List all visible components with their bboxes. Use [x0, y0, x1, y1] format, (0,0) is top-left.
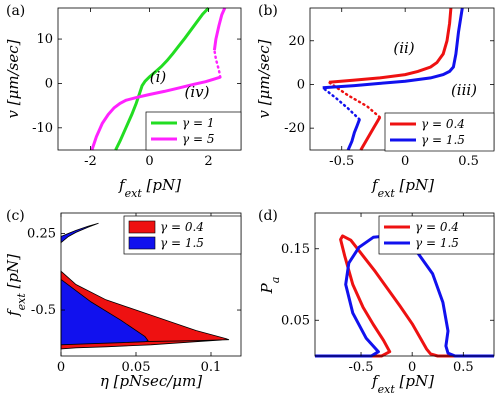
y-tick-label: 10 — [36, 32, 53, 47]
x-tick-label: -2 — [84, 154, 97, 169]
legend-swatch — [128, 236, 156, 250]
y-axis-label: Pa — [258, 277, 282, 295]
x-tick-label: -0.5 — [329, 154, 354, 169]
panel-d: -0.5 0 0.5 0.05 0.15 (d) γ = 0.4 γ = 1.5 fext [p… — [258, 208, 495, 396]
plot-frame — [60, 212, 242, 357]
legend-box — [145, 111, 242, 151]
y-tick-label: 0.05 — [281, 313, 310, 328]
panel-c: 0 0.05 0.1 0.25 -0.5 (c) γ = 0.4 γ = 1.5 η [pNse… — [4, 208, 242, 390]
legend-label: γ = 1.5 — [160, 236, 204, 250]
annotation: (ii) — [393, 39, 414, 57]
series-line — [114, 6, 210, 151]
legend-label: γ = 5 — [182, 132, 215, 146]
series-line — [346, 118, 361, 151]
series-line — [212, 7, 227, 51]
y-tick-label: -10 — [32, 121, 53, 136]
annotation: (iv) — [185, 83, 210, 101]
legend-label: γ = 1.5 — [421, 133, 465, 147]
legend-label: γ = 0.4 — [415, 220, 459, 234]
x-tick-label: -0.5 — [348, 360, 373, 375]
y-tick-label: 20 — [288, 34, 305, 49]
y-axis-label: v [μm/sec] — [255, 39, 273, 118]
y-tick-label: 0.25 — [27, 226, 56, 241]
x-tick-label: 0.1 — [201, 360, 222, 375]
panel-label: (c) — [6, 208, 25, 224]
x-tick-label: 0.05 — [122, 360, 151, 375]
panel-label: (a) — [6, 3, 25, 19]
series-line — [90, 75, 221, 151]
x-tick-label: 2 — [204, 154, 212, 169]
series-dotted-line — [327, 81, 382, 119]
y-tick-label: -20 — [284, 121, 305, 136]
legend-swatch — [128, 220, 156, 234]
legend-label: γ = 0.4 — [421, 117, 465, 131]
x-axis-label: fext [pN] — [371, 372, 434, 396]
region-area — [60, 222, 99, 244]
x-tick-label: 0 — [145, 154, 153, 169]
x-tick-label: 0 — [57, 360, 65, 375]
x-axis-label: fext [pN] — [371, 176, 434, 200]
series-line — [315, 234, 494, 358]
plot-frame — [314, 212, 495, 357]
y-axis-label: v [μm/sec] — [4, 39, 22, 118]
series-dotted-line — [213, 48, 222, 79]
y-tick-label: 0.15 — [281, 242, 310, 257]
y-tick-label: 0 — [297, 77, 305, 92]
legend-label: γ = 1.5 — [415, 236, 459, 250]
legend-box — [378, 215, 495, 255]
x-tick-label: 0 — [408, 360, 416, 375]
panel-b: -0.5 0 0.5 -20 0 20 (b) (ii) (iii) γ = 0.4 γ = 1.5… — [255, 3, 495, 200]
series-line — [359, 116, 382, 151]
x-tick-label: 0.5 — [453, 360, 474, 375]
x-axis-label: fext [pN] — [118, 176, 181, 200]
series-dotted-line — [321, 86, 361, 121]
panel-label: (b) — [258, 3, 278, 19]
series-line — [328, 7, 453, 84]
x-axis-label: η [pNsec/μm] — [100, 372, 202, 390]
x-tick-label: 0.5 — [458, 154, 479, 169]
legend-label: γ = 1 — [182, 116, 215, 130]
panel-label: (d) — [258, 208, 278, 224]
panel-a: -2 0 2 -10 0 10 (a) (i) (iv) γ = 1 γ = 5 fext [pN] v… — [4, 3, 242, 200]
y-axis-label: fext [pN] — [4, 254, 28, 317]
region-area — [60, 278, 149, 346]
legend-label: γ = 0.4 — [160, 220, 204, 234]
annotation: (iii) — [451, 81, 477, 99]
x-tick-label: 0 — [401, 154, 409, 169]
legend-box — [384, 112, 495, 152]
y-tick-label: -0.5 — [31, 303, 56, 318]
series-line — [322, 7, 464, 90]
y-tick-label: 0 — [45, 76, 53, 91]
annotation: (i) — [150, 68, 167, 86]
